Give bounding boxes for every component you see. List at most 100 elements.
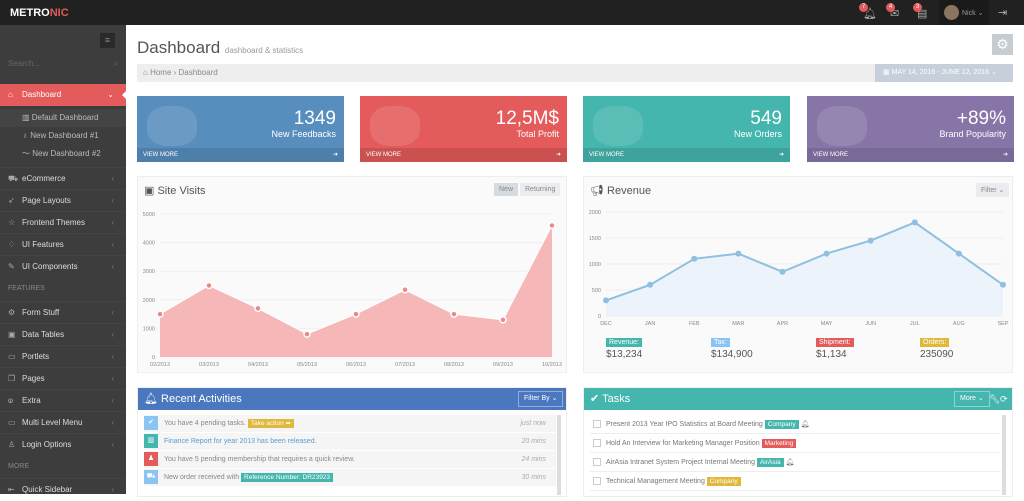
top-header: METRONIC 🔔︎ 7 ✉ 4 ▤ 3 Nick ⌄ ⇥ bbox=[0, 0, 1024, 25]
more-button[interactable]: More ⌄ bbox=[954, 391, 990, 407]
calendar-icon[interactable]: ▤ 3 bbox=[913, 3, 927, 20]
sidebar-item-ecommerce[interactable]: ⛟ eCommerce ‹ bbox=[0, 167, 126, 189]
bell-icon[interactable]: 🔔︎ 7 bbox=[859, 3, 877, 20]
summary-value: $1,134 bbox=[816, 349, 847, 360]
returning-toggle-button[interactable]: Returning bbox=[520, 183, 561, 196]
y-tick-label: 500 bbox=[592, 288, 601, 294]
sidebar-item-extra[interactable]: ⱷ Extra ‹ bbox=[0, 389, 126, 411]
x-tick-label: 10/2013 bbox=[542, 362, 562, 368]
x-tick-label: 03/2013 bbox=[199, 362, 219, 368]
sidebar-item-portlets[interactable]: ▭ Portlets ‹ bbox=[0, 345, 126, 367]
x-tick-label: FEB bbox=[689, 321, 700, 327]
data-point bbox=[450, 310, 458, 318]
task-checkbox[interactable] bbox=[593, 477, 601, 485]
sidebar: ≡ Search... ⌕ ⌂ Dashboard ⌄ ▥ Default Dashb… bbox=[0, 25, 127, 494]
new-toggle-button[interactable]: New bbox=[494, 183, 519, 196]
date-range-picker[interactable]: ▦ MAY 14, 2016 - JUNE 12, 2016 ⌄ bbox=[875, 64, 1013, 82]
sidebar-subitem-default-dashboard[interactable]: ▥ Default Dashboard bbox=[0, 109, 126, 127]
user-menu[interactable]: Nick ⌄ bbox=[939, 0, 989, 25]
tasks-panel: ✔ Tasks More ⌄ 🔧︎ ⟳ Present 2013 Year IPO S… bbox=[583, 387, 1013, 497]
comments-icon bbox=[147, 106, 197, 146]
sidebar-item-label: Dashboard bbox=[22, 90, 62, 99]
menu-toggle-icon[interactable]: ≡ bbox=[100, 33, 115, 48]
sidebar-search[interactable]: Search... ⌕ bbox=[8, 59, 118, 68]
task-item[interactable]: Present 2013 Year IPO Statistics at Boar… bbox=[590, 415, 1001, 434]
task-item[interactable]: Hold An Interview for Marketing Manager … bbox=[590, 434, 1001, 453]
subitem-label: Default Dashboard bbox=[31, 113, 99, 122]
chevron-left-icon: ‹ bbox=[111, 262, 114, 271]
x-tick-label: JAN bbox=[645, 321, 655, 327]
breadcrumb-home[interactable]: Home bbox=[150, 68, 172, 77]
task-item[interactable]: Technical Management Meeting Company bbox=[590, 472, 1001, 491]
y-tick-label: 2000 bbox=[143, 298, 155, 304]
task-text: AirAsia Intranet System Project Internal… bbox=[606, 459, 756, 466]
home-icon: ⌂ bbox=[143, 68, 151, 77]
scrollbar[interactable] bbox=[557, 415, 561, 495]
recent-activities-panel: 🔔︎ Recent Activities Filter By ⌄ ✔ You hav… bbox=[137, 387, 567, 497]
take-action-button[interactable]: Take action ➦ bbox=[247, 419, 294, 428]
task-checkbox[interactable] bbox=[593, 420, 601, 428]
sidebar-item-page-layouts[interactable]: ➶ Page Layouts ‹ bbox=[0, 189, 126, 211]
sidebar-item-form-stuff[interactable]: ⚙ Form Stuff ‹ bbox=[0, 301, 126, 323]
logo-main: METRO bbox=[10, 7, 50, 19]
take-action-label: Take action bbox=[250, 420, 284, 427]
activity-item[interactable]: ⛟ New order received with Reference Numbe… bbox=[144, 469, 556, 486]
calendar-icon: ▦ bbox=[883, 69, 892, 76]
bulb-icon: ♁ bbox=[22, 131, 31, 140]
task-checkbox[interactable] bbox=[593, 458, 601, 466]
sidebar-item-data-tables[interactable]: ▣ Data Tables ‹ bbox=[0, 323, 126, 345]
diamond-icon: ♢ bbox=[8, 240, 16, 249]
reload-icon[interactable]: ⟳ bbox=[1000, 394, 1008, 404]
x-tick-label: AUG bbox=[953, 321, 965, 327]
sidebar-subitem-new-dashboard-1[interactable]: ♁ New Dashboard #1 bbox=[0, 127, 126, 145]
filter-button[interactable]: Filter ⌄ bbox=[976, 183, 1010, 197]
stat-label: Total Profit bbox=[516, 129, 559, 139]
logo[interactable]: METRONIC bbox=[10, 7, 69, 19]
view-more-link[interactable]: VIEW MORE ➜ bbox=[360, 148, 567, 162]
home-icon: ⌂ bbox=[8, 90, 13, 99]
sidebar-item-label: Portlets bbox=[22, 352, 50, 361]
stat-value: 549 bbox=[750, 108, 782, 129]
sidebar-item-ui-components[interactable]: ✎ UI Components ‹ bbox=[0, 255, 126, 277]
activity-text: New order received with bbox=[164, 474, 240, 481]
sidebar-item-quick-sidebar[interactable]: ⇤ Quick Sidebar ‹ bbox=[0, 478, 126, 500]
cart-icon: ⛟ bbox=[8, 174, 19, 183]
search-input[interactable]: Search... bbox=[8, 59, 41, 68]
logout-icon[interactable]: ⇥ bbox=[998, 7, 1008, 19]
gear-icon[interactable]: ⚙ bbox=[992, 34, 1013, 55]
view-more-link[interactable]: VIEW MORE ➜ bbox=[583, 148, 790, 162]
sidebar-item-label: Page Layouts bbox=[22, 196, 71, 205]
sidebar-item-pages[interactable]: ❐ Pages ‹ bbox=[0, 367, 126, 389]
data-point bbox=[1000, 281, 1006, 288]
activity-item[interactable]: ♟ You have 5 pending membership that requ… bbox=[144, 451, 556, 468]
revenue-summary: Revenue: $13,234 bbox=[606, 336, 642, 360]
activity-item[interactable]: ▥ Finance Report for year 2013 has been r… bbox=[144, 433, 556, 450]
activity-item[interactable]: ✔ You have 4 pending tasks. Take action ➦… bbox=[144, 415, 556, 432]
stat-label: New Feedbacks bbox=[271, 129, 336, 139]
view-more-link[interactable]: VIEW MORE ➜ bbox=[137, 148, 344, 162]
arrow-circle-icon: ➜ bbox=[778, 152, 784, 158]
task-item[interactable]: AirAsia Intranet System Project Internal… bbox=[590, 453, 1001, 472]
envelope-icon[interactable]: ✉ 4 bbox=[886, 3, 899, 20]
scrollbar[interactable] bbox=[1002, 415, 1006, 495]
summary-label: Tax: bbox=[711, 338, 730, 347]
panel-title-text: Site Visits bbox=[157, 185, 206, 197]
panel-header: 🔔︎ Recent Activities Filter By ⌄ bbox=[138, 388, 566, 410]
search-icon[interactable]: ⌕ bbox=[113, 59, 118, 68]
filter-by-button[interactable]: Filter By ⌄ bbox=[518, 391, 564, 407]
orders-summary: Orders: 235090 bbox=[920, 336, 953, 360]
sidebar-subitem-new-dashboard-2[interactable]: 〜 New Dashboard #2 bbox=[0, 145, 126, 163]
data-point bbox=[156, 310, 164, 318]
sidebar-item-dashboard[interactable]: ⌂ Dashboard ⌄ bbox=[0, 84, 127, 106]
sidebar-item-frontend-themes[interactable]: ☆ Frontend Themes ‹ bbox=[0, 211, 126, 233]
view-more-link[interactable]: VIEW MORE ➜ bbox=[807, 148, 1014, 162]
task-checkbox[interactable] bbox=[593, 439, 601, 447]
sidebar-item-label: Extra bbox=[22, 396, 41, 405]
sidebar-item-login-options[interactable]: ♙ Login Options ‹ bbox=[0, 433, 126, 455]
sidebar-item-label: Form Stuff bbox=[22, 308, 60, 317]
wrench-icon[interactable]: 🔧︎ bbox=[989, 394, 1001, 404]
sidebar-item-ui-features[interactable]: ♢ UI Features ‹ bbox=[0, 233, 126, 255]
sidebar-item-multi-level-menu[interactable]: ▭ Multi Level Menu ‹ bbox=[0, 411, 126, 433]
activity-text[interactable]: Finance Report for year 2013 has been re… bbox=[164, 438, 317, 445]
panel-title: 📢︎ Revenue bbox=[590, 184, 651, 197]
